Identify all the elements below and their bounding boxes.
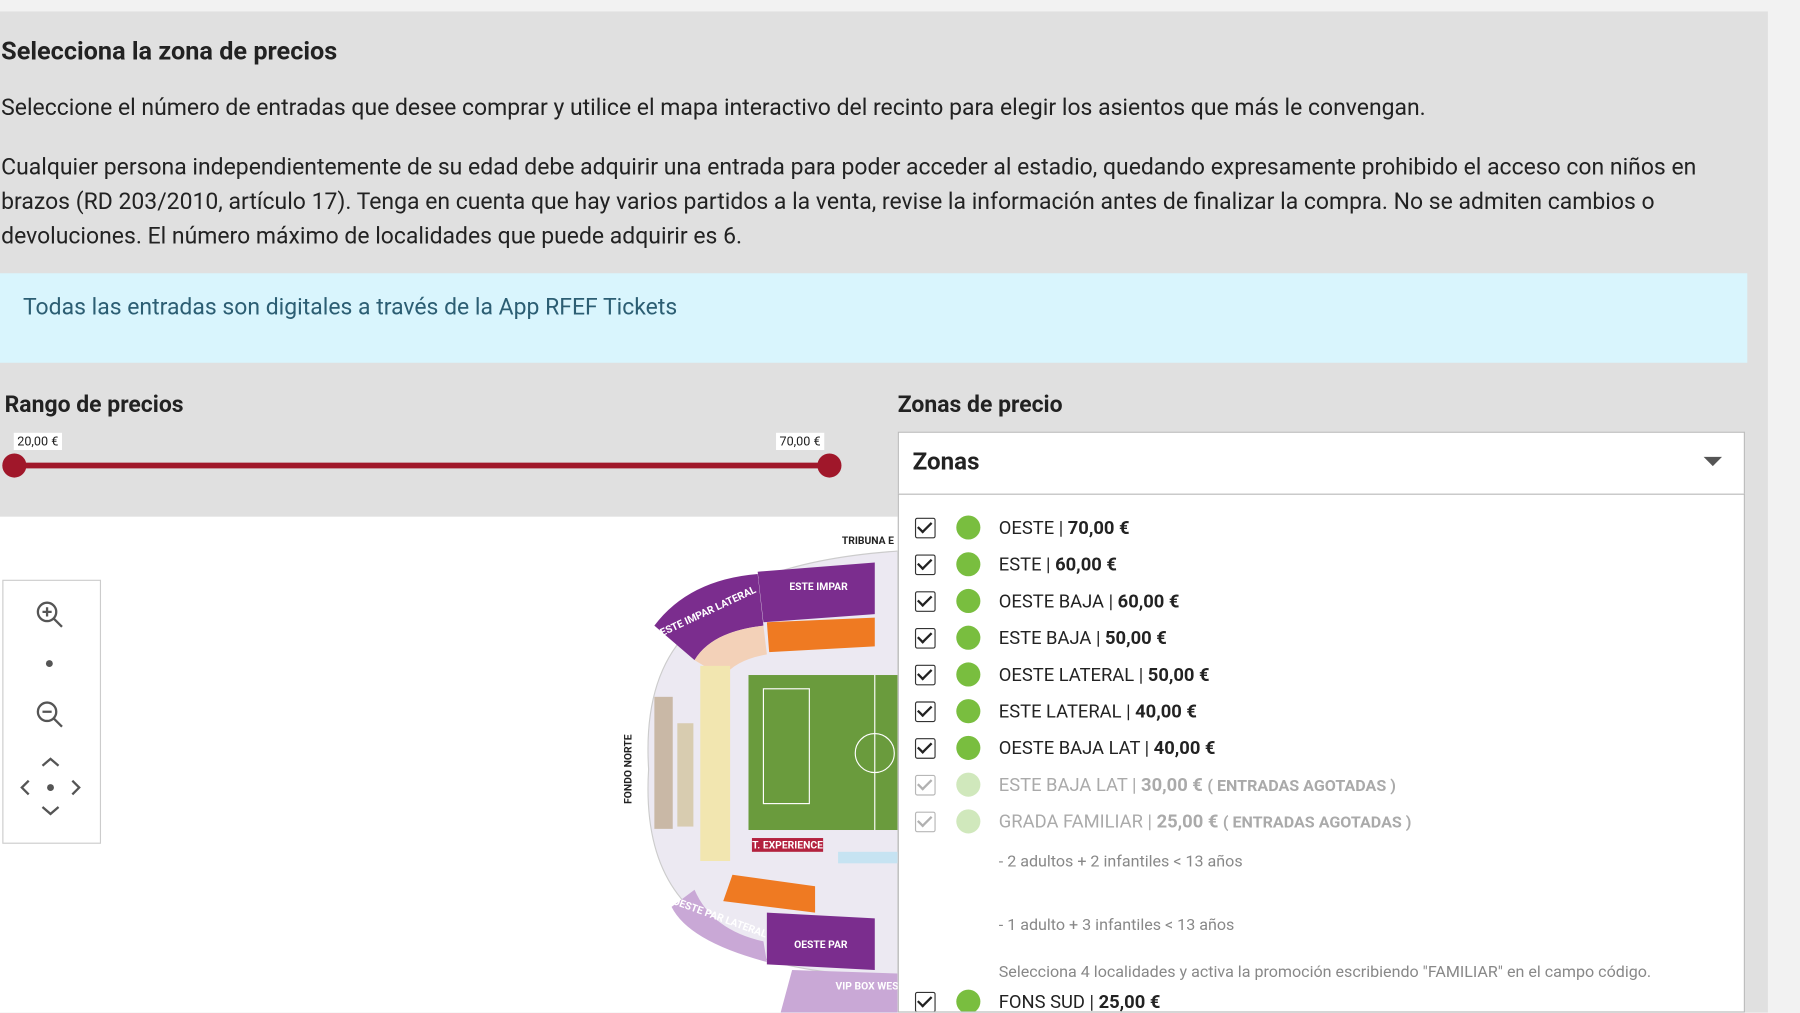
zone-text: ESTE BAJA LAT | 30,00 € ( ENTRADAS AGOTA… <box>999 774 1396 796</box>
zone-price: 50,00 € <box>1105 626 1167 649</box>
range-handle[interactable] <box>2 453 27 478</box>
dropdown-label: Zonas <box>912 448 980 477</box>
zone-color <box>956 552 981 577</box>
map-label: TRIBUNA E <box>842 534 894 547</box>
zone-item[interactable]: ESTE LATERAL | 40,00 € <box>899 699 1737 745</box>
checkbox[interactable] <box>914 591 936 612</box>
zone-color <box>956 809 981 834</box>
zone-item[interactable]: FONS SUD | 25,00 € <box>899 989 1737 1012</box>
zone-color <box>956 699 981 724</box>
map-label: ESTE IMPAR <box>789 580 848 593</box>
sold-out: ( ENTRADAS AGOTADAS ) <box>1222 813 1412 833</box>
zone-price: 60,00 € <box>1117 590 1180 612</box>
zone-price: 40,00 € <box>1135 700 1197 723</box>
zone-price: 25,00 € <box>1098 990 1161 1013</box>
map-label: VIP BOX WEST <box>836 980 898 993</box>
checkbox[interactable] <box>914 517 936 539</box>
info-box: Todas las entradas son digitales a travé… <box>0 273 1748 363</box>
zones-dropdown[interactable]: Zonas <box>897 431 1745 495</box>
zone-name: GRADA FAMILIAR | <box>998 810 1153 833</box>
zone-item[interactable]: OESTE | 70,00 € <box>899 515 1737 561</box>
checkbox[interactable] <box>914 991 936 1012</box>
zone-price: 40,00 € <box>1153 737 1216 759</box>
range-track <box>13 462 831 469</box>
zone-item[interactable]: OESTE BAJA | 60,00 € <box>899 588 1737 634</box>
zone-note: Selecciona 4 localidades y activa la pro… <box>998 963 1652 982</box>
checkbox[interactable] <box>914 554 936 576</box>
zone-item[interactable]: ESTE BAJA | 50,00 € <box>899 625 1737 671</box>
zone-item[interactable]: ESTE | 60,00 € <box>899 552 1737 598</box>
zoom-controls <box>2 579 102 844</box>
zone-text: GRADA FAMILIAR | 25,00 € ( ENTRADAS AGOT… <box>999 810 1412 832</box>
zones-list: OESTE | 70,00 € ESTE | 60,00 € OESTE BAJA … <box>897 493 1745 1013</box>
checkbox[interactable] <box>914 811 936 833</box>
zone-name: OESTE | <box>998 516 1064 539</box>
zone-price: 25,00 € <box>1156 810 1219 833</box>
zone-text: ESTE | 60,00 € <box>999 553 1117 575</box>
zones-label: Zonas de precio <box>897 390 1063 418</box>
info-text: Todas las entradas son digitales a travé… <box>22 292 678 321</box>
zone-text: FONS SUD | 25,00 € <box>998 990 1161 1013</box>
zone-color <box>956 735 981 760</box>
checkbox[interactable] <box>914 738 936 759</box>
zone-note: - 1 adulto + 3 infantiles < 13 años <box>998 916 1235 935</box>
zone-color <box>956 989 981 1012</box>
notice: Cualquier persona independientemente de … <box>1 152 1697 250</box>
zone-name: ESTE BAJA LAT | <box>998 773 1137 796</box>
zone-name: FONS SUD | <box>998 990 1095 1013</box>
range-max: 70,00 € <box>776 432 825 451</box>
checkbox[interactable] <box>914 701 936 723</box>
caret <box>1703 456 1722 467</box>
checkbox[interactable] <box>914 664 936 686</box>
zone-price: 30,00 € <box>1141 773 1203 796</box>
sold-out: ( ENTRADAS AGOTADAS ) <box>1207 777 1396 796</box>
zone-name: ESTE BAJA | <box>998 626 1101 649</box>
zone-name: OESTE BAJA | <box>998 590 1114 612</box>
zone-price: 50,00 € <box>1147 663 1210 686</box>
zone-color <box>956 588 981 614</box>
zoom-icons[interactable] <box>3 581 99 843</box>
zone-color <box>956 772 981 797</box>
zone-text: OESTE BAJA LAT | 40,00 € <box>999 737 1216 759</box>
zone-note: - 2 adultos + 2 infantiles < 13 años <box>998 852 1243 872</box>
zone-text: ESTE BAJA | 50,00 € <box>999 627 1167 649</box>
zone-price: 70,00 € <box>1067 516 1130 539</box>
zone-text: OESTE LATERAL | 50,00 € <box>999 664 1210 686</box>
zone-text: OESTE BAJA | 60,00 € <box>999 590 1180 612</box>
zone-name: OESTE BAJA LAT | <box>998 737 1150 759</box>
map-label: OESTE PAR <box>794 938 848 951</box>
map-label: T. EXPERIENCE <box>752 838 823 851</box>
zone-item[interactable]: OESTE LATERAL | 50,00 € <box>899 662 1737 708</box>
zone-item[interactable]: ESTE BAJA LAT | 30,00 € ( ENTRADAS AGOTA… <box>899 772 1737 818</box>
zone-color <box>956 515 981 540</box>
range-label: Rango de precios <box>4 390 184 418</box>
zone-name: OESTE LATERAL | <box>998 663 1144 686</box>
zone-text: OESTE | 70,00 € <box>999 517 1130 539</box>
range-min: 20,00 € <box>13 432 62 451</box>
zone-price: 60,00 € <box>1055 553 1117 576</box>
zone-item[interactable]: OESTE BAJA LAT | 40,00 € <box>899 735 1737 781</box>
zone-color <box>956 662 981 687</box>
map-label: FONDO NORTE <box>621 734 634 804</box>
heading: Selecciona la zona de precios <box>1 37 338 67</box>
zone-color <box>956 625 981 650</box>
checkbox[interactable] <box>914 627 936 649</box>
checkbox[interactable] <box>914 774 936 796</box>
zone-name: ESTE LATERAL | <box>998 700 1131 723</box>
intro: Seleccione el número de entradas que des… <box>1 92 1426 121</box>
zone-name: ESTE | <box>998 553 1051 576</box>
zone-item[interactable]: GRADA FAMILIAR | 25,00 € ( ENTRADAS AGOT… <box>899 809 1737 855</box>
zone-text: ESTE LATERAL | 40,00 € <box>999 700 1197 722</box>
range-handle[interactable] <box>817 453 842 478</box>
